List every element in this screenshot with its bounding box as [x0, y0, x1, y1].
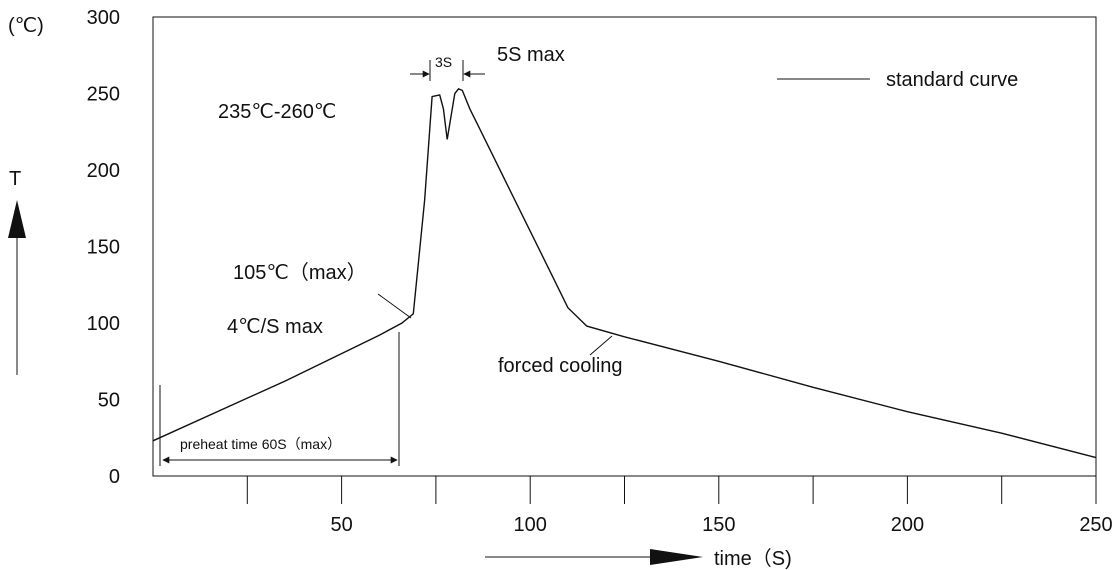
- ramp-temp-leader: [377, 293, 412, 319]
- x-tick-label: 50: [330, 514, 352, 536]
- x-axis-ticks: 50 100 150 200 250: [246, 476, 1113, 536]
- x-tick-label: 200: [891, 514, 924, 536]
- y-tick-label: 0: [109, 466, 120, 488]
- y-tick-label: 150: [87, 237, 120, 259]
- preheat-annotation: preheat time 60S（max）: [180, 436, 341, 452]
- cooling-leader: [589, 335, 613, 356]
- y-tick-label: 200: [87, 160, 120, 182]
- peak-range-annotation: 235℃-260℃: [218, 101, 336, 123]
- x-axis-arrow-icon: [650, 549, 703, 565]
- y-tick-label: 100: [87, 313, 120, 335]
- cooling-annotation: forced cooling: [498, 355, 623, 377]
- x-tick-label: 250: [1079, 514, 1112, 536]
- x-tick-label: 150: [702, 514, 735, 536]
- x-axis-label: time（S): [714, 547, 792, 570]
- legend-label: standard curve: [886, 69, 1018, 91]
- peak-dwell-annotation: 3S: [435, 54, 452, 70]
- y-axis-label: T: [9, 168, 21, 190]
- y-tick-label: 300: [87, 7, 120, 29]
- y-tick-label: 250: [87, 84, 120, 106]
- ramp-temp-annotation: 105℃（max）: [233, 261, 367, 284]
- x-tick-label: 100: [514, 514, 547, 536]
- standard-curve-line: [152, 88, 1097, 459]
- y-unit-label: (℃): [8, 15, 44, 37]
- y-axis-ticks: 0 50 100 150 200 250 300: [87, 7, 120, 488]
- peak-max-annotation: 5S max: [497, 44, 565, 66]
- y-axis-arrow-icon: [8, 200, 26, 238]
- y-tick-label: 50: [98, 390, 120, 412]
- ramp-rate-annotation: 4℃/S max: [227, 316, 323, 338]
